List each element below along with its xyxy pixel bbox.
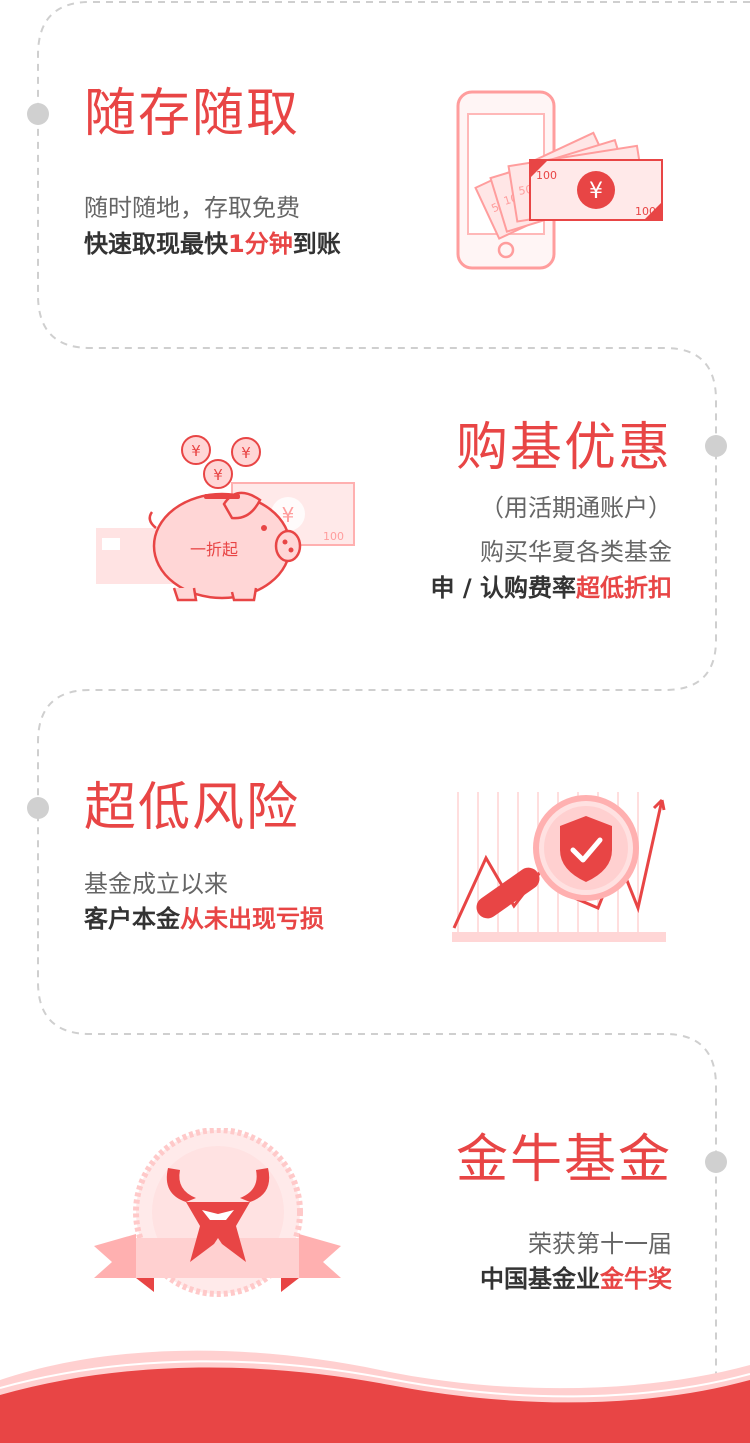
section-4-line2-highlight: 金牛奖 [600,1265,672,1293]
section-1-line2-post: 到账 [292,230,341,258]
timeline-dot-4 [705,1151,727,1173]
coin-yen-2: ¥ [241,444,251,462]
section-4-desc-line2: 中国基金业金牛奖 [480,1267,672,1291]
section-4-title: 金牛基金 [455,1130,672,1190]
timeline-dot-2 [705,435,727,457]
section-3-line2-pre: 客户本金 [84,905,180,933]
section-1-line2-pre: 快速取现最快 [84,230,228,258]
section-2-desc-line2: 购买华夏各类基金 [480,538,672,566]
piggy-bank-icon: ¥ 100 一折起 ¥ ¥ ¥ [96,435,355,602]
section-1-line2-highlight: 1分钟 [228,230,293,258]
section-1-title: 随存随取 [84,84,301,144]
coin-yen-3: ¥ [213,466,223,484]
section-2-line3-pre: 申 / 认购费率 [430,574,576,602]
timeline-dashed-path [37,0,750,1443]
shield-magnifier-icon [452,792,666,942]
section-2-desc-line1: （用活期通账户） [480,494,672,522]
section-3-desc-line2: 客户本金从未出现亏损 [84,907,324,931]
yen-symbol-note: ¥ [282,503,295,527]
coin-yen-1: ¥ [191,442,201,460]
section-2-title: 购基优惠 [455,418,672,478]
section-1-desc-line1: 随时随地，存取免费 [84,194,300,222]
section-3-line2-highlight: 从未出现亏损 [180,905,324,933]
yen-symbol-1: ¥ [589,179,603,204]
section-4-line2-pre: 中国基金业 [480,1265,600,1293]
section-2-desc-line3: 申 / 认购费率超低折扣 [431,576,672,600]
piggy-discount-badge: 一折起 [190,540,238,559]
bottom-wave [0,1350,750,1443]
golden-bull-badge-icon [94,1128,341,1297]
section-3-desc-line1: 基金成立以来 [84,870,228,898]
section-4-desc-line1: 荣获第十一届 [528,1230,672,1258]
phone-cash-icon: 50 10 50 ¥ 100 100 [456,90,663,270]
section-3-title: 超低风险 [84,778,301,838]
timeline-dot-3 [27,797,49,819]
timeline-dot-1 [27,103,49,125]
piggy-note-label: 100 [323,530,344,543]
banknote-5-label: 100 [635,205,656,218]
section-2-line3-highlight: 超低折扣 [576,574,672,602]
section-1-desc-line2: 快速取现最快1分钟到账 [84,232,341,256]
banknote-4-label: 100 [536,169,557,182]
